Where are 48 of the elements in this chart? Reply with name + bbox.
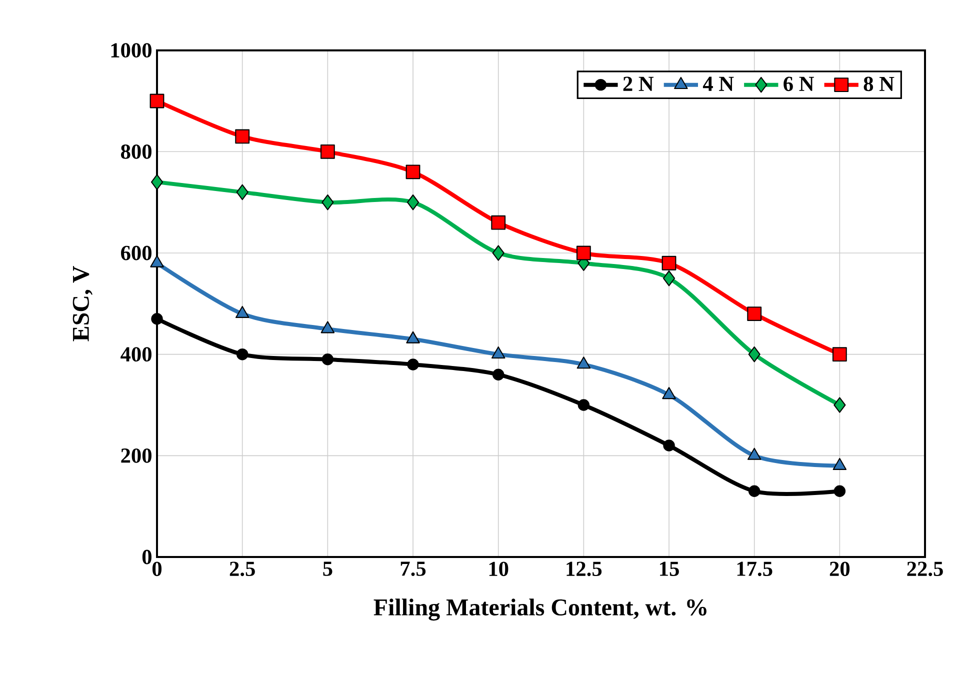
x-tick-label: 5 xyxy=(323,562,332,576)
point xyxy=(491,215,506,230)
point xyxy=(150,94,164,108)
point xyxy=(151,312,163,325)
point xyxy=(576,246,591,260)
point xyxy=(406,194,420,210)
x-tick-label: 10 xyxy=(489,562,508,576)
y-tick-label: 600 xyxy=(121,246,152,260)
x-tick-label: 20 xyxy=(830,562,850,576)
legend-label: 4 N xyxy=(702,76,734,91)
point xyxy=(492,368,504,380)
point xyxy=(662,256,676,270)
point xyxy=(663,440,675,452)
x-tick-label: 15 xyxy=(660,562,679,576)
point xyxy=(578,399,590,411)
point xyxy=(662,270,676,286)
y-tick-label: 200 xyxy=(121,448,152,463)
x-tick-label: 22.5 xyxy=(907,562,943,576)
x-tick-label: 12.5 xyxy=(566,562,602,576)
y-tick-label: 400 xyxy=(120,347,152,362)
y-tick-label: 0 xyxy=(142,550,152,564)
point xyxy=(235,129,250,144)
y-tick-label: 800 xyxy=(121,144,152,159)
x-tick-label: 7.5 xyxy=(400,562,426,576)
point xyxy=(320,144,335,159)
point xyxy=(492,245,504,261)
point xyxy=(236,348,248,360)
x-tick-label: 17.5 xyxy=(737,562,772,576)
point xyxy=(322,194,334,210)
x-axis-title: Filling Materials Content, wt. % xyxy=(374,598,706,621)
point xyxy=(748,346,760,362)
point xyxy=(150,174,164,190)
x-tick-label: 0 xyxy=(152,562,162,576)
point xyxy=(322,354,334,366)
point xyxy=(407,358,419,370)
y-axis-title: ESC, V xyxy=(72,266,92,342)
y-tick-label: 1000 xyxy=(111,43,152,58)
point xyxy=(406,164,420,180)
point xyxy=(832,347,847,362)
point xyxy=(834,397,846,413)
point xyxy=(747,306,762,321)
point xyxy=(834,485,846,497)
legend-label: 2 N xyxy=(623,76,654,91)
legend-label: 6 N xyxy=(784,76,814,92)
legend-label: 8 N xyxy=(864,76,894,92)
point xyxy=(748,485,760,497)
point xyxy=(236,184,248,200)
x-tick-label: 2.5 xyxy=(230,562,255,576)
